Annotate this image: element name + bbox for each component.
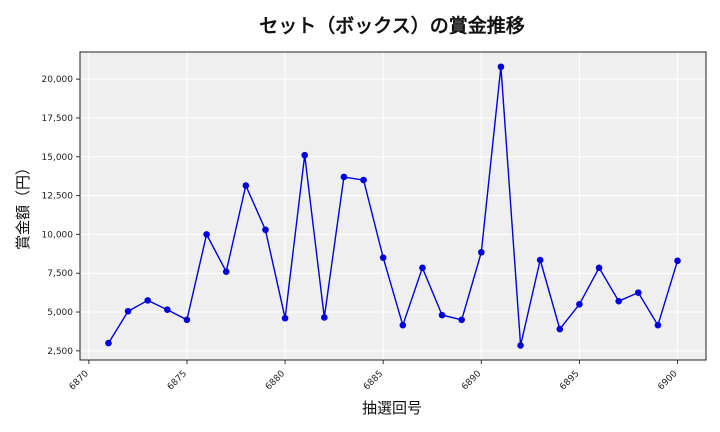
data-point — [203, 231, 210, 238]
plot-frame — [79, 51, 707, 361]
grid — [80, 52, 706, 360]
y-tick-label: 7,500 — [47, 269, 73, 279]
x-tick-label: 6870 — [68, 369, 91, 392]
y-tick-label: 12,500 — [42, 192, 74, 202]
data-point — [458, 316, 465, 324]
x-tick-label: 6900 — [656, 369, 679, 392]
data-point — [615, 297, 622, 305]
data-point — [674, 257, 681, 265]
data-point — [634, 289, 642, 296]
data-point — [124, 307, 132, 315]
data-point — [242, 182, 250, 189]
data-point — [419, 264, 426, 272]
y-tick-label: 17,500 — [42, 114, 74, 124]
data-point — [399, 321, 407, 329]
data-point — [556, 325, 564, 333]
y-axis-label: 賞金額（円） — [14, 160, 32, 250]
data-point — [340, 173, 348, 181]
x-tick-label: 6885 — [362, 369, 385, 392]
data-point — [301, 151, 308, 159]
data-point — [262, 226, 269, 234]
data-point — [164, 306, 171, 314]
x-tick-label: 6875 — [166, 369, 189, 392]
plot-area — [80, 52, 706, 360]
x-tick-label: 6880 — [264, 369, 287, 392]
series-line — [107, 66, 679, 346]
y-tick-label: 15,000 — [42, 153, 74, 163]
y-tick-label: 5,000 — [47, 308, 73, 318]
data-point — [321, 314, 328, 321]
data-point — [222, 268, 230, 275]
data-point — [281, 314, 289, 322]
data-point — [595, 264, 603, 272]
data-point — [144, 297, 152, 304]
x-tick-label: 6890 — [460, 369, 483, 392]
x-axis-label: 抽選回号 — [362, 399, 422, 417]
data-point — [517, 342, 524, 349]
data-point — [438, 311, 446, 319]
x-tick-label: 6895 — [558, 369, 581, 392]
data-point — [105, 339, 112, 347]
data-point — [576, 300, 583, 308]
data-point — [379, 254, 387, 261]
chart-title: セット（ボックス）の賞金推移 — [259, 14, 524, 37]
data-point — [183, 316, 191, 324]
data-point — [536, 256, 544, 264]
y-tick-label: 20,000 — [42, 75, 74, 85]
data-point — [654, 321, 662, 329]
series — [105, 63, 681, 349]
data-point — [497, 63, 505, 71]
y-tick-label: 10,000 — [42, 230, 74, 240]
data-point — [360, 176, 367, 184]
y-tick-label: 2,500 — [47, 347, 73, 357]
data-point — [478, 248, 485, 256]
